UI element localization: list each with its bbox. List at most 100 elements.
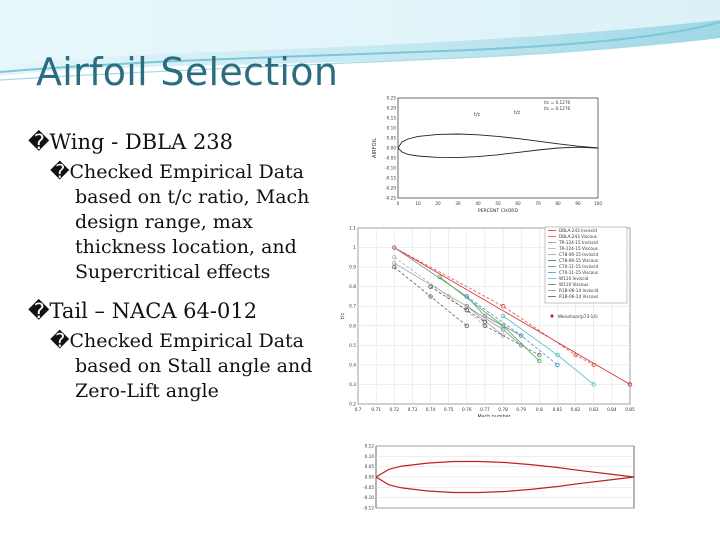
data-point xyxy=(428,284,433,289)
x-tick-label: 0.82 xyxy=(571,407,581,413)
y-tick-label: 0.5 xyxy=(349,343,356,349)
series-line xyxy=(466,305,522,346)
x-tick-label: 50 xyxy=(495,201,501,206)
series-line xyxy=(484,325,540,356)
x-tick-label: 0.71 xyxy=(371,407,381,413)
data-point xyxy=(591,382,596,387)
x-axis-label: Mach number xyxy=(477,414,510,417)
annotation-label: Weisshaar(p73-14) xyxy=(558,314,598,319)
x-tick-label: 0.75 xyxy=(444,407,454,413)
y-tick-label: 0.6 xyxy=(349,323,356,329)
x-tick-label: 0.8 xyxy=(536,407,543,413)
y-tick-label: 1.1 xyxy=(349,226,356,232)
annotation-label: t/c xyxy=(514,110,521,116)
series-line xyxy=(466,296,558,366)
y-tick-label: 0.4 xyxy=(349,362,356,368)
x-tick-label: 0.85 xyxy=(625,407,635,413)
data-point xyxy=(500,304,506,309)
x-tick-label: 0.74 xyxy=(426,407,436,413)
sub-bullet-glyph: � xyxy=(50,161,70,183)
series-line xyxy=(394,247,631,385)
series-line xyxy=(397,133,599,149)
x-tick-label: 100 xyxy=(594,201,602,206)
y-tick-label: 0.9 xyxy=(349,265,356,271)
x-tick-label: 90 xyxy=(575,201,581,206)
legend-entry: R1B-06-14 Inviscid xyxy=(559,288,599,293)
y-tick-label: -0.20 xyxy=(385,186,396,191)
data-point xyxy=(627,382,633,387)
data-point xyxy=(500,313,506,319)
x-tick-label: 0.7 xyxy=(355,407,362,413)
legend-entry: t/c = 0.1276 xyxy=(544,100,571,105)
data-point xyxy=(464,323,469,328)
series-line xyxy=(502,315,594,385)
bullet-tail-text: Tail – NACA 64-012 xyxy=(49,299,258,323)
y-tick-label: -0.05 xyxy=(385,156,396,161)
series-line xyxy=(394,256,486,327)
bullet-wing: �Wing - DBLA 238 xyxy=(28,128,328,156)
y-tick-label: 0.10 xyxy=(365,454,375,459)
data-point xyxy=(518,343,524,348)
airfoil-profile-chart-naca: 0.12 0.10 0.05 0.00 -0.05 -0.10 -0.12 xyxy=(352,440,640,516)
y-tick-label: 0.7 xyxy=(349,304,356,310)
x-tick-label: 0.76 xyxy=(462,407,472,413)
sub-bullet-wing-text: Checked Empirical Data based on t/c rati… xyxy=(69,161,310,283)
legend-entry: C78-06-15 Inviscid xyxy=(559,252,598,257)
y-tick-label: 0.00 xyxy=(387,146,397,151)
x-tick-label: 20 xyxy=(435,201,441,206)
y-tick-label: -0.25 xyxy=(385,196,396,201)
x-tick-label: 40 xyxy=(475,201,481,206)
data-point xyxy=(500,333,506,338)
legend-entry: t/c = 0.1276 xyxy=(544,106,571,111)
y-tick-label: 0.3 xyxy=(349,382,356,388)
y-axis-label: t/c xyxy=(340,313,346,320)
bullet-wing-text: Wing - DBLA 238 xyxy=(49,130,234,154)
series-line xyxy=(430,286,486,323)
sub-bullet-wing: �Checked Empirical Data based on t/c rat… xyxy=(50,160,328,285)
data-point xyxy=(464,294,469,299)
data-point xyxy=(392,264,397,270)
series-line xyxy=(397,146,599,159)
legend-entry: TR-124-15 Inviscid xyxy=(558,240,598,245)
legend-entry: TR-124-15 Viscous xyxy=(558,246,598,251)
bullet-tail: �Tail – NACA 64-012 xyxy=(28,297,328,325)
data-point xyxy=(500,327,506,332)
legend-entry: W110 Viscous xyxy=(559,282,588,287)
bullet-glyph: � xyxy=(28,299,50,323)
series-line xyxy=(394,247,522,336)
y-axis-label: AIRFOIL xyxy=(372,138,378,158)
legend-entry: W110 Inviscid xyxy=(559,276,589,281)
data-point xyxy=(392,245,397,250)
y-tick-label: 1 xyxy=(353,245,356,251)
x-tick-label: 60 xyxy=(515,201,521,206)
legend-entry: R1B-06-14 Viscous xyxy=(559,294,598,299)
x-tick-label: 0.77 xyxy=(480,407,490,413)
bullet-list: �Wing - DBLA 238 �Checked Empirical Data… xyxy=(28,128,328,416)
series-line xyxy=(375,460,635,478)
legend-entry: DBLA-243 Inviscid xyxy=(559,228,597,233)
legend-entry: C70-11-15 Inviscid xyxy=(559,264,598,269)
y-tick-label: 0.15 xyxy=(387,116,397,121)
sub-bullet-glyph: � xyxy=(50,330,70,352)
slide-title: Airfoil Selection xyxy=(36,50,339,94)
series-line xyxy=(394,247,594,366)
data-point xyxy=(591,362,596,368)
x-tick-label: 0 xyxy=(397,201,400,206)
x-tick-label: 70 xyxy=(535,201,541,206)
x-tick-label: 0.72 xyxy=(389,407,399,413)
x-tick-label: 0.78 xyxy=(498,407,508,413)
data-point xyxy=(555,362,560,368)
legend-box xyxy=(544,226,628,304)
series-line xyxy=(394,266,468,327)
y-tick-label: 0.20 xyxy=(387,106,397,111)
legend-entry: DBLA-243 Viscous xyxy=(559,234,597,239)
y-tick-label: 0.05 xyxy=(387,136,397,141)
data-point xyxy=(464,307,469,313)
x-axis-label: PERCENT CHORD xyxy=(478,208,519,214)
data-point xyxy=(555,352,560,358)
annotation-marker xyxy=(550,314,554,318)
y-tick-label: 0.8 xyxy=(349,284,356,290)
y-tick-label: 0.2 xyxy=(349,402,356,408)
y-tick-label: -0.05 xyxy=(363,485,374,490)
mach-thickness-chart: 0.7 0.71 0.72 0.73 0.74 0.75 0.76 0.77 0.78 0.79 0… xyxy=(340,222,640,417)
